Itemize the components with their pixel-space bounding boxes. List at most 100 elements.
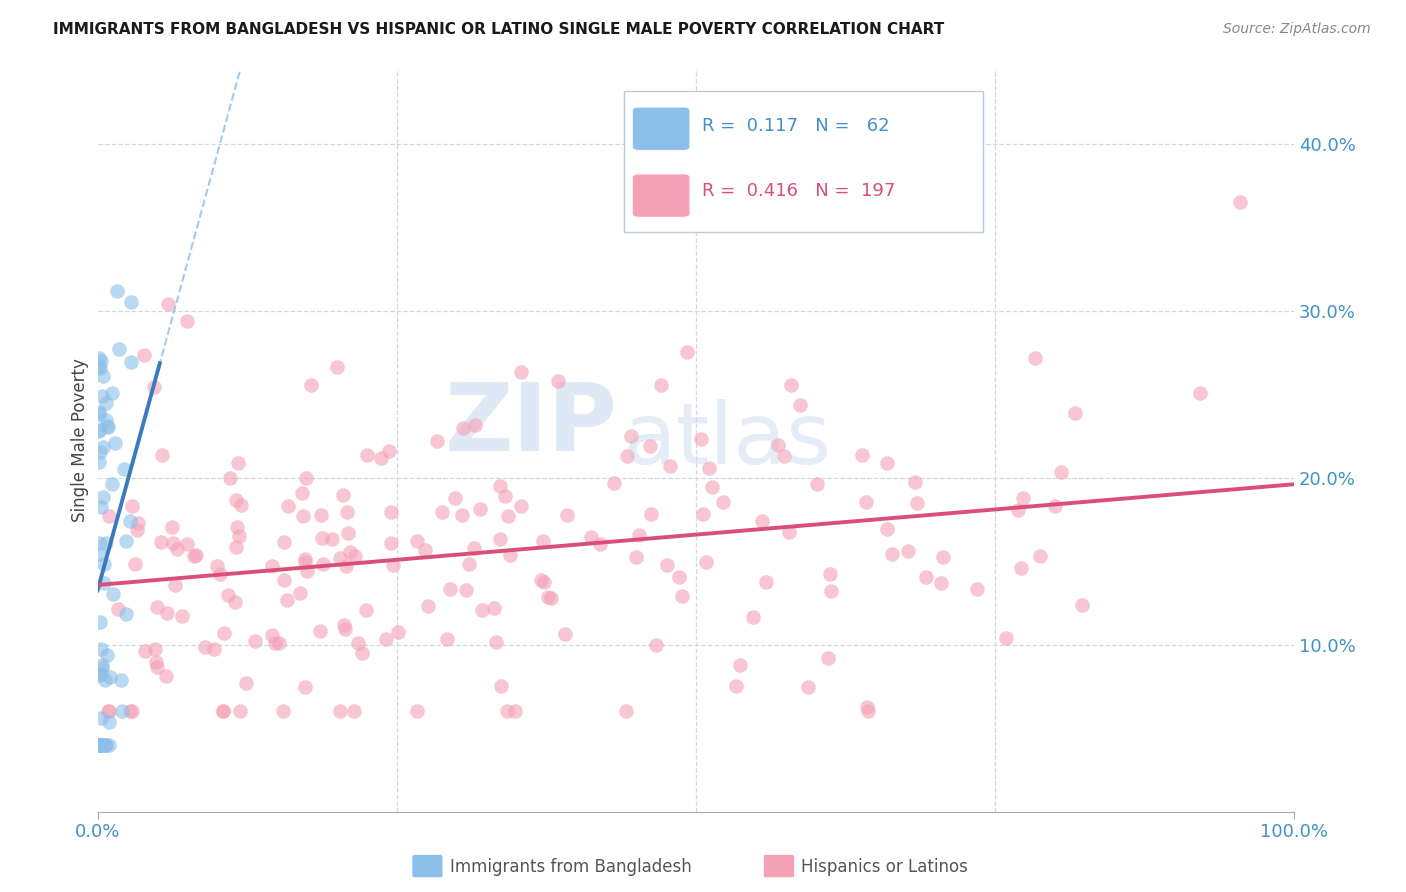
Point: [450, 508, 472, 523]
Point: [690, 433, 713, 447]
Point: [326, 359, 349, 374]
Point: [1050, 466, 1073, 480]
Point: [184, 548, 207, 562]
Point: [157, 297, 180, 311]
Point: [695, 555, 717, 569]
Point: [176, 537, 198, 551]
Point: [120, 294, 142, 309]
Point: [1029, 549, 1052, 563]
Text: Hispanics or Latinos: Hispanics or Latinos: [801, 858, 969, 876]
Point: [89, 360, 111, 375]
Point: [915, 570, 938, 584]
Point: [321, 533, 343, 547]
Point: [273, 573, 295, 587]
Point: [702, 480, 724, 494]
Point: [658, 459, 681, 474]
Point: [817, 651, 839, 665]
Point: [170, 609, 193, 624]
Point: [436, 632, 458, 647]
Point: [905, 496, 928, 510]
Point: [87, 455, 110, 469]
Point: [290, 586, 312, 600]
Point: [87, 351, 110, 366]
Point: [111, 704, 134, 718]
Point: [194, 640, 217, 654]
Point: [494, 489, 516, 503]
Point: [430, 505, 453, 519]
Point: [124, 558, 146, 572]
FancyBboxPatch shape: [624, 91, 983, 232]
Point: [97, 738, 120, 752]
Point: [375, 632, 398, 646]
Point: [540, 591, 562, 605]
Point: [755, 574, 778, 589]
Point: [337, 526, 360, 541]
Point: [146, 599, 169, 614]
Point: [333, 622, 356, 636]
Point: [96, 535, 118, 549]
Point: [103, 587, 125, 601]
Y-axis label: Single Male Poverty: Single Male Poverty: [72, 358, 89, 522]
Point: [818, 566, 841, 581]
Point: [90, 738, 112, 752]
Point: [90, 667, 112, 681]
Point: [294, 680, 316, 694]
Point: [146, 660, 169, 674]
Point: [243, 633, 266, 648]
Point: [96, 419, 118, 434]
Point: [162, 520, 184, 534]
Point: [530, 574, 553, 588]
Point: [87, 668, 110, 682]
Point: [772, 449, 794, 463]
Point: [90, 641, 112, 656]
Point: [547, 374, 569, 388]
Point: [602, 476, 624, 491]
Point: [212, 625, 235, 640]
Point: [89, 738, 111, 752]
Point: [1229, 195, 1251, 210]
Point: [183, 549, 205, 563]
Point: [1012, 491, 1035, 505]
Point: [380, 535, 402, 549]
Point: [624, 550, 647, 565]
Point: [108, 342, 131, 356]
Point: [127, 516, 149, 530]
Point: [820, 583, 842, 598]
Point: [87, 738, 110, 752]
Point: [87, 359, 110, 374]
Point: [789, 398, 811, 412]
Point: [1070, 599, 1092, 613]
Point: [93, 440, 115, 454]
FancyBboxPatch shape: [633, 174, 690, 217]
Point: [264, 636, 287, 650]
Point: [205, 558, 228, 573]
Point: [90, 500, 112, 515]
Point: [932, 549, 955, 564]
Point: [382, 558, 405, 572]
Point: [273, 535, 295, 549]
Point: [91, 490, 114, 504]
Point: [780, 378, 803, 392]
Point: [464, 418, 486, 433]
Point: [299, 378, 322, 392]
Text: Source: ZipAtlas.com: Source: ZipAtlas.com: [1223, 22, 1371, 37]
Point: [115, 607, 138, 621]
Point: [91, 661, 114, 675]
Point: [87, 405, 110, 419]
Point: [456, 583, 478, 598]
Point: [405, 533, 427, 548]
Point: [904, 475, 927, 489]
Point: [676, 344, 699, 359]
Point: [143, 641, 166, 656]
Point: [93, 738, 115, 752]
Point: [627, 528, 650, 542]
Point: [405, 704, 427, 718]
Point: [90, 738, 112, 752]
Point: [751, 514, 773, 528]
Point: [98, 508, 121, 523]
Point: [329, 704, 352, 718]
Point: [132, 348, 155, 362]
Point: [966, 582, 988, 596]
Point: [858, 704, 880, 718]
Point: [165, 578, 187, 592]
